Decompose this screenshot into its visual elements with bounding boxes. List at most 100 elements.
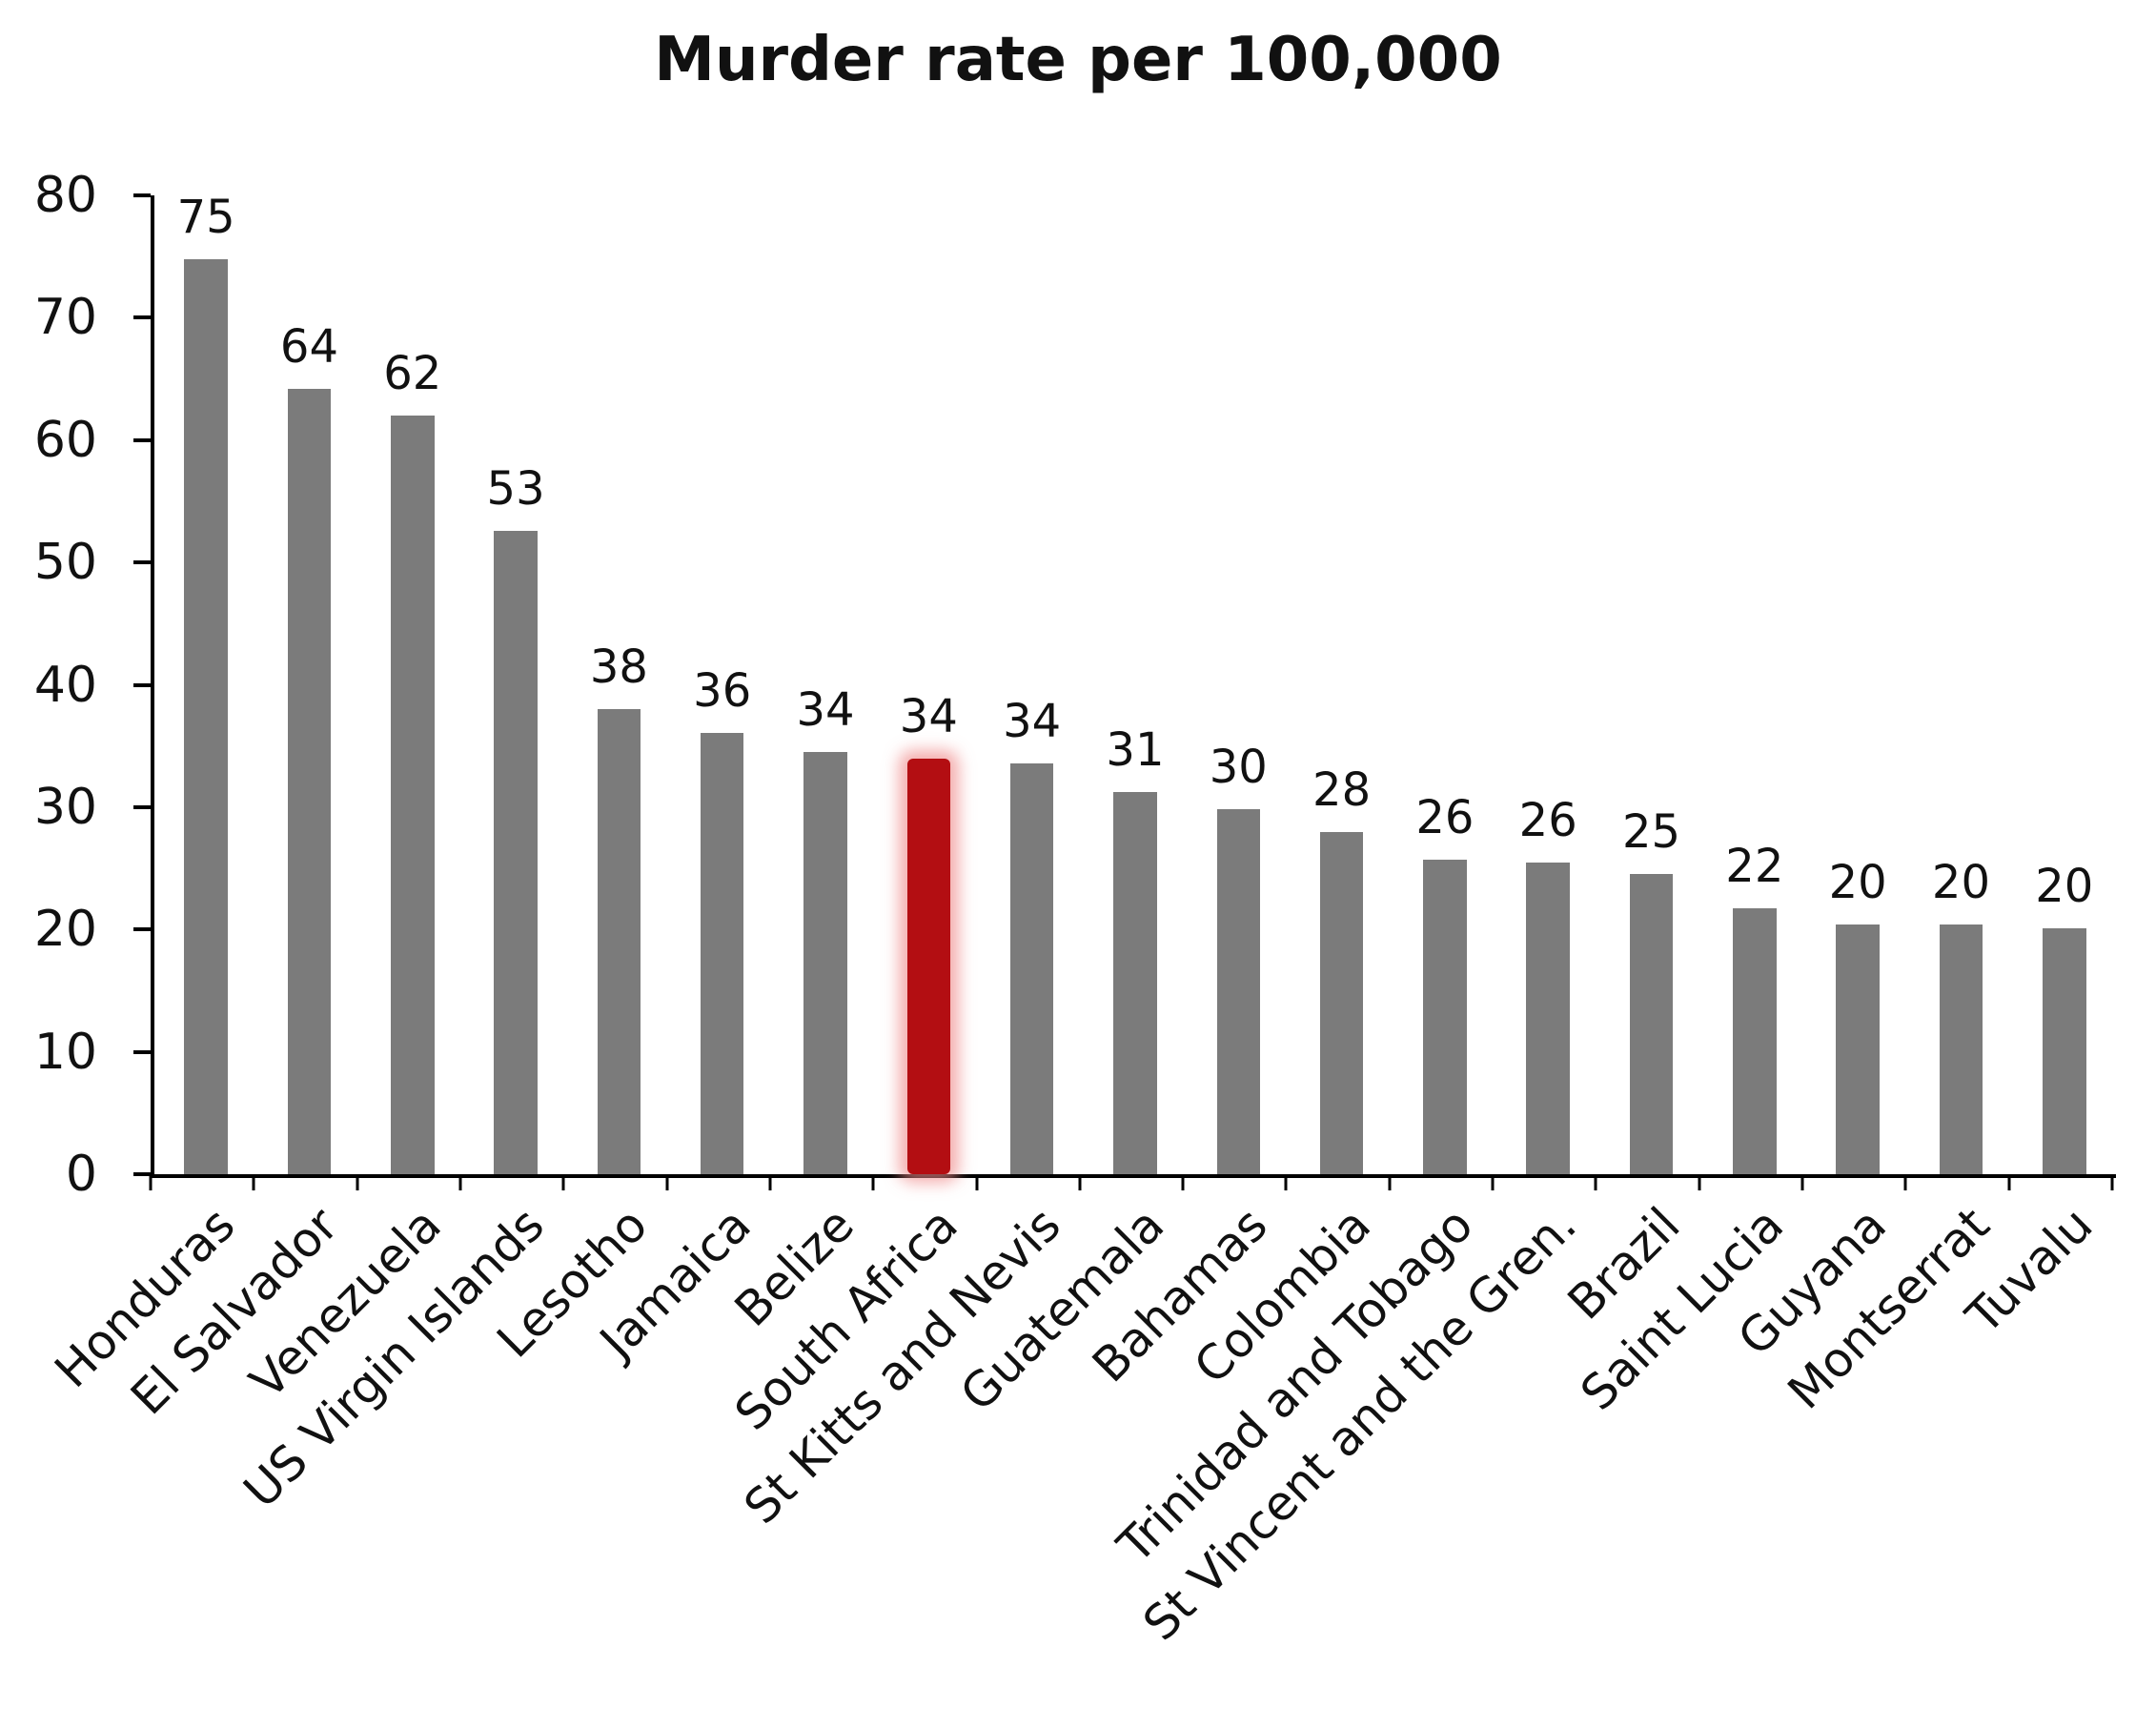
bar bbox=[494, 530, 538, 1174]
bar bbox=[1009, 762, 1054, 1174]
bar bbox=[391, 416, 435, 1174]
bar-slot: 75 Honduras bbox=[44, 191, 257, 1398]
bar bbox=[1423, 860, 1467, 1174]
x-axis-tick-mark bbox=[1491, 1176, 1495, 1190]
x-axis-tick-mark bbox=[1800, 1176, 1804, 1190]
x-axis-tick-mark bbox=[768, 1176, 772, 1190]
bar-slot: 34 South Africa bbox=[724, 195, 980, 1441]
x-axis-ticks bbox=[149, 1176, 2114, 1193]
x-axis-tick-mark bbox=[1284, 1176, 1288, 1190]
x-axis-tick-mark bbox=[975, 1176, 979, 1190]
bar-slot: 34 St Kitts and Nevis bbox=[734, 195, 1084, 1534]
bar bbox=[1319, 831, 1364, 1174]
bar-slot: 30 Bahamas bbox=[1082, 195, 1290, 1392]
x-axis-tick-mark bbox=[356, 1176, 359, 1190]
bar-value-label: 26 bbox=[1518, 793, 1577, 847]
bar-slot: 31 Guatemala bbox=[949, 195, 1187, 1421]
bar bbox=[1216, 809, 1261, 1174]
x-axis-tick-mark bbox=[561, 1176, 565, 1190]
bar-slot: 28 Colombia bbox=[1183, 195, 1393, 1395]
x-axis-tick-mark bbox=[1698, 1176, 1701, 1190]
bar-value-label: 20 bbox=[1931, 856, 1991, 910]
bar-slot: 38 Lesotho bbox=[487, 195, 670, 1369]
y-axis-tick-mark bbox=[133, 560, 151, 565]
x-axis-tick-mark bbox=[1594, 1176, 1597, 1190]
x-axis-tick-mark bbox=[458, 1176, 462, 1190]
bar-value-label: 20 bbox=[2035, 859, 2094, 913]
y-axis-tick-label: 0 bbox=[65, 1146, 97, 1203]
bar-slot: 36 Jamaica bbox=[590, 195, 774, 1370]
bar-slot: 53 US Virgin Islands bbox=[234, 195, 567, 1518]
bar bbox=[1526, 862, 1570, 1174]
bar-value-label: 22 bbox=[1725, 840, 1784, 894]
bar-value-label: 36 bbox=[693, 663, 752, 718]
x-axis-tick-mark bbox=[1903, 1176, 1907, 1190]
bar bbox=[1629, 874, 1674, 1174]
bar-value-label: 53 bbox=[486, 461, 545, 516]
y-axis-tick-mark bbox=[133, 437, 151, 442]
x-axis-tick-mark bbox=[1078, 1176, 1082, 1190]
y-axis: 0 10 20 30 40 50 60 70 80 bbox=[0, 167, 151, 1203]
y-axis-tick-mark bbox=[133, 804, 151, 809]
bar bbox=[803, 752, 847, 1174]
y-axis-tick-label: 40 bbox=[33, 656, 97, 714]
bar-slot: 20 Montserrat bbox=[1778, 195, 2012, 1419]
y-axis-tick-mark bbox=[133, 193, 151, 197]
bars-container: 75 Honduras 64 El Salvador 62 Venezuela 53 US V… bbox=[44, 191, 2116, 1652]
x-axis-tick-mark bbox=[2007, 1176, 2011, 1190]
bar-slot: 22 Saint Lucia bbox=[1570, 195, 1806, 1420]
y-axis-tick-label: 70 bbox=[33, 289, 97, 347]
bar-value-label: 26 bbox=[1415, 791, 1475, 845]
bar-value-label: 34 bbox=[796, 683, 855, 738]
bar bbox=[287, 388, 332, 1174]
y-axis-tick-label: 20 bbox=[33, 901, 97, 959]
bar-value-label: 38 bbox=[589, 640, 648, 695]
bar-value-label: 34 bbox=[1003, 694, 1062, 748]
bar-slot: 62 Venezuela bbox=[239, 195, 464, 1409]
bar-value-label: 31 bbox=[1106, 723, 1165, 778]
bar bbox=[2043, 927, 2086, 1174]
bar-slot: 20 Guyana bbox=[1728, 195, 1909, 1366]
bar-slot: 26 Trinidad and Tobago bbox=[1108, 195, 1496, 1574]
bar-value-label: 34 bbox=[899, 689, 958, 743]
bar bbox=[184, 258, 228, 1174]
bar-value-label: 30 bbox=[1209, 741, 1268, 795]
plot-area: 75 Honduras 64 El Salvador 62 Venezuela 53 US V… bbox=[44, 191, 2116, 1652]
bar bbox=[597, 709, 641, 1174]
y-axis-tick-mark bbox=[133, 1172, 151, 1176]
y-axis-tick-mark bbox=[133, 927, 151, 932]
bar bbox=[1836, 924, 1880, 1174]
bar-slot: 20 Tuvalu bbox=[1956, 195, 2116, 1345]
bar-value-label: 64 bbox=[279, 319, 339, 374]
bar-slot: 64 El Salvador bbox=[120, 195, 360, 1426]
y-axis-tick-label: 50 bbox=[33, 534, 97, 592]
bar bbox=[1113, 792, 1157, 1174]
bar bbox=[700, 732, 744, 1174]
x-axis-tick-mark bbox=[149, 1176, 153, 1190]
y-axis-tick-mark bbox=[133, 1049, 151, 1054]
x-axis-tick-mark bbox=[871, 1176, 875, 1190]
chart-title: Murder rate per 100,000 bbox=[654, 25, 1502, 95]
x-axis-tick-mark bbox=[2110, 1176, 2114, 1190]
bar-slot: 25 Brazil bbox=[1557, 195, 1702, 1330]
bar-value-label: 25 bbox=[1621, 805, 1681, 860]
y-axis-tick-label: 80 bbox=[33, 167, 97, 224]
y-axis-tick-mark bbox=[133, 315, 151, 320]
x-axis-tick-mark bbox=[665, 1176, 669, 1190]
bar-value-label: 20 bbox=[1828, 856, 1887, 910]
y-axis-tick-label: 30 bbox=[33, 778, 97, 836]
x-axis-tick-mark bbox=[252, 1176, 255, 1190]
bar-value-label: 75 bbox=[176, 190, 235, 244]
bar-value-label: 28 bbox=[1312, 762, 1372, 817]
x-axis-tick-mark bbox=[1181, 1176, 1185, 1190]
bar-slot: 26 St Vincent and the Gren. bbox=[1133, 195, 1599, 1652]
y-axis-tick-label: 60 bbox=[33, 411, 97, 469]
bar-value-label: 62 bbox=[383, 347, 442, 401]
bar bbox=[1939, 924, 1983, 1174]
bar-slot: 34 Belize bbox=[724, 195, 877, 1337]
bar-highlighted bbox=[906, 758, 951, 1174]
bar bbox=[1733, 908, 1777, 1174]
y-axis-tick-mark bbox=[133, 682, 151, 687]
y-axis-tick-label: 10 bbox=[33, 1023, 97, 1081]
